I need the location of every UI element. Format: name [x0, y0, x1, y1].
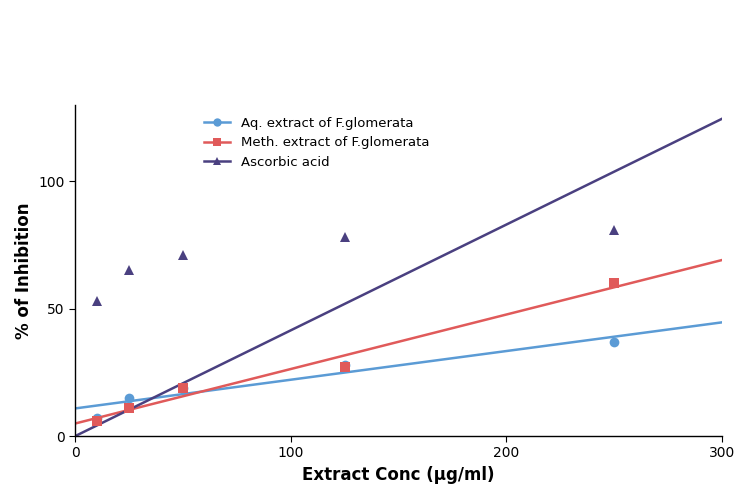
X-axis label: Extract Conc (μg/ml): Extract Conc (μg/ml) [302, 466, 495, 484]
Legend: Aq. extract of F.glomerata, Meth. extract of F.glomerata, Ascorbic acid: Aq. extract of F.glomerata, Meth. extrac… [198, 111, 434, 174]
Y-axis label: % of Inhibition: % of Inhibition [15, 202, 33, 339]
